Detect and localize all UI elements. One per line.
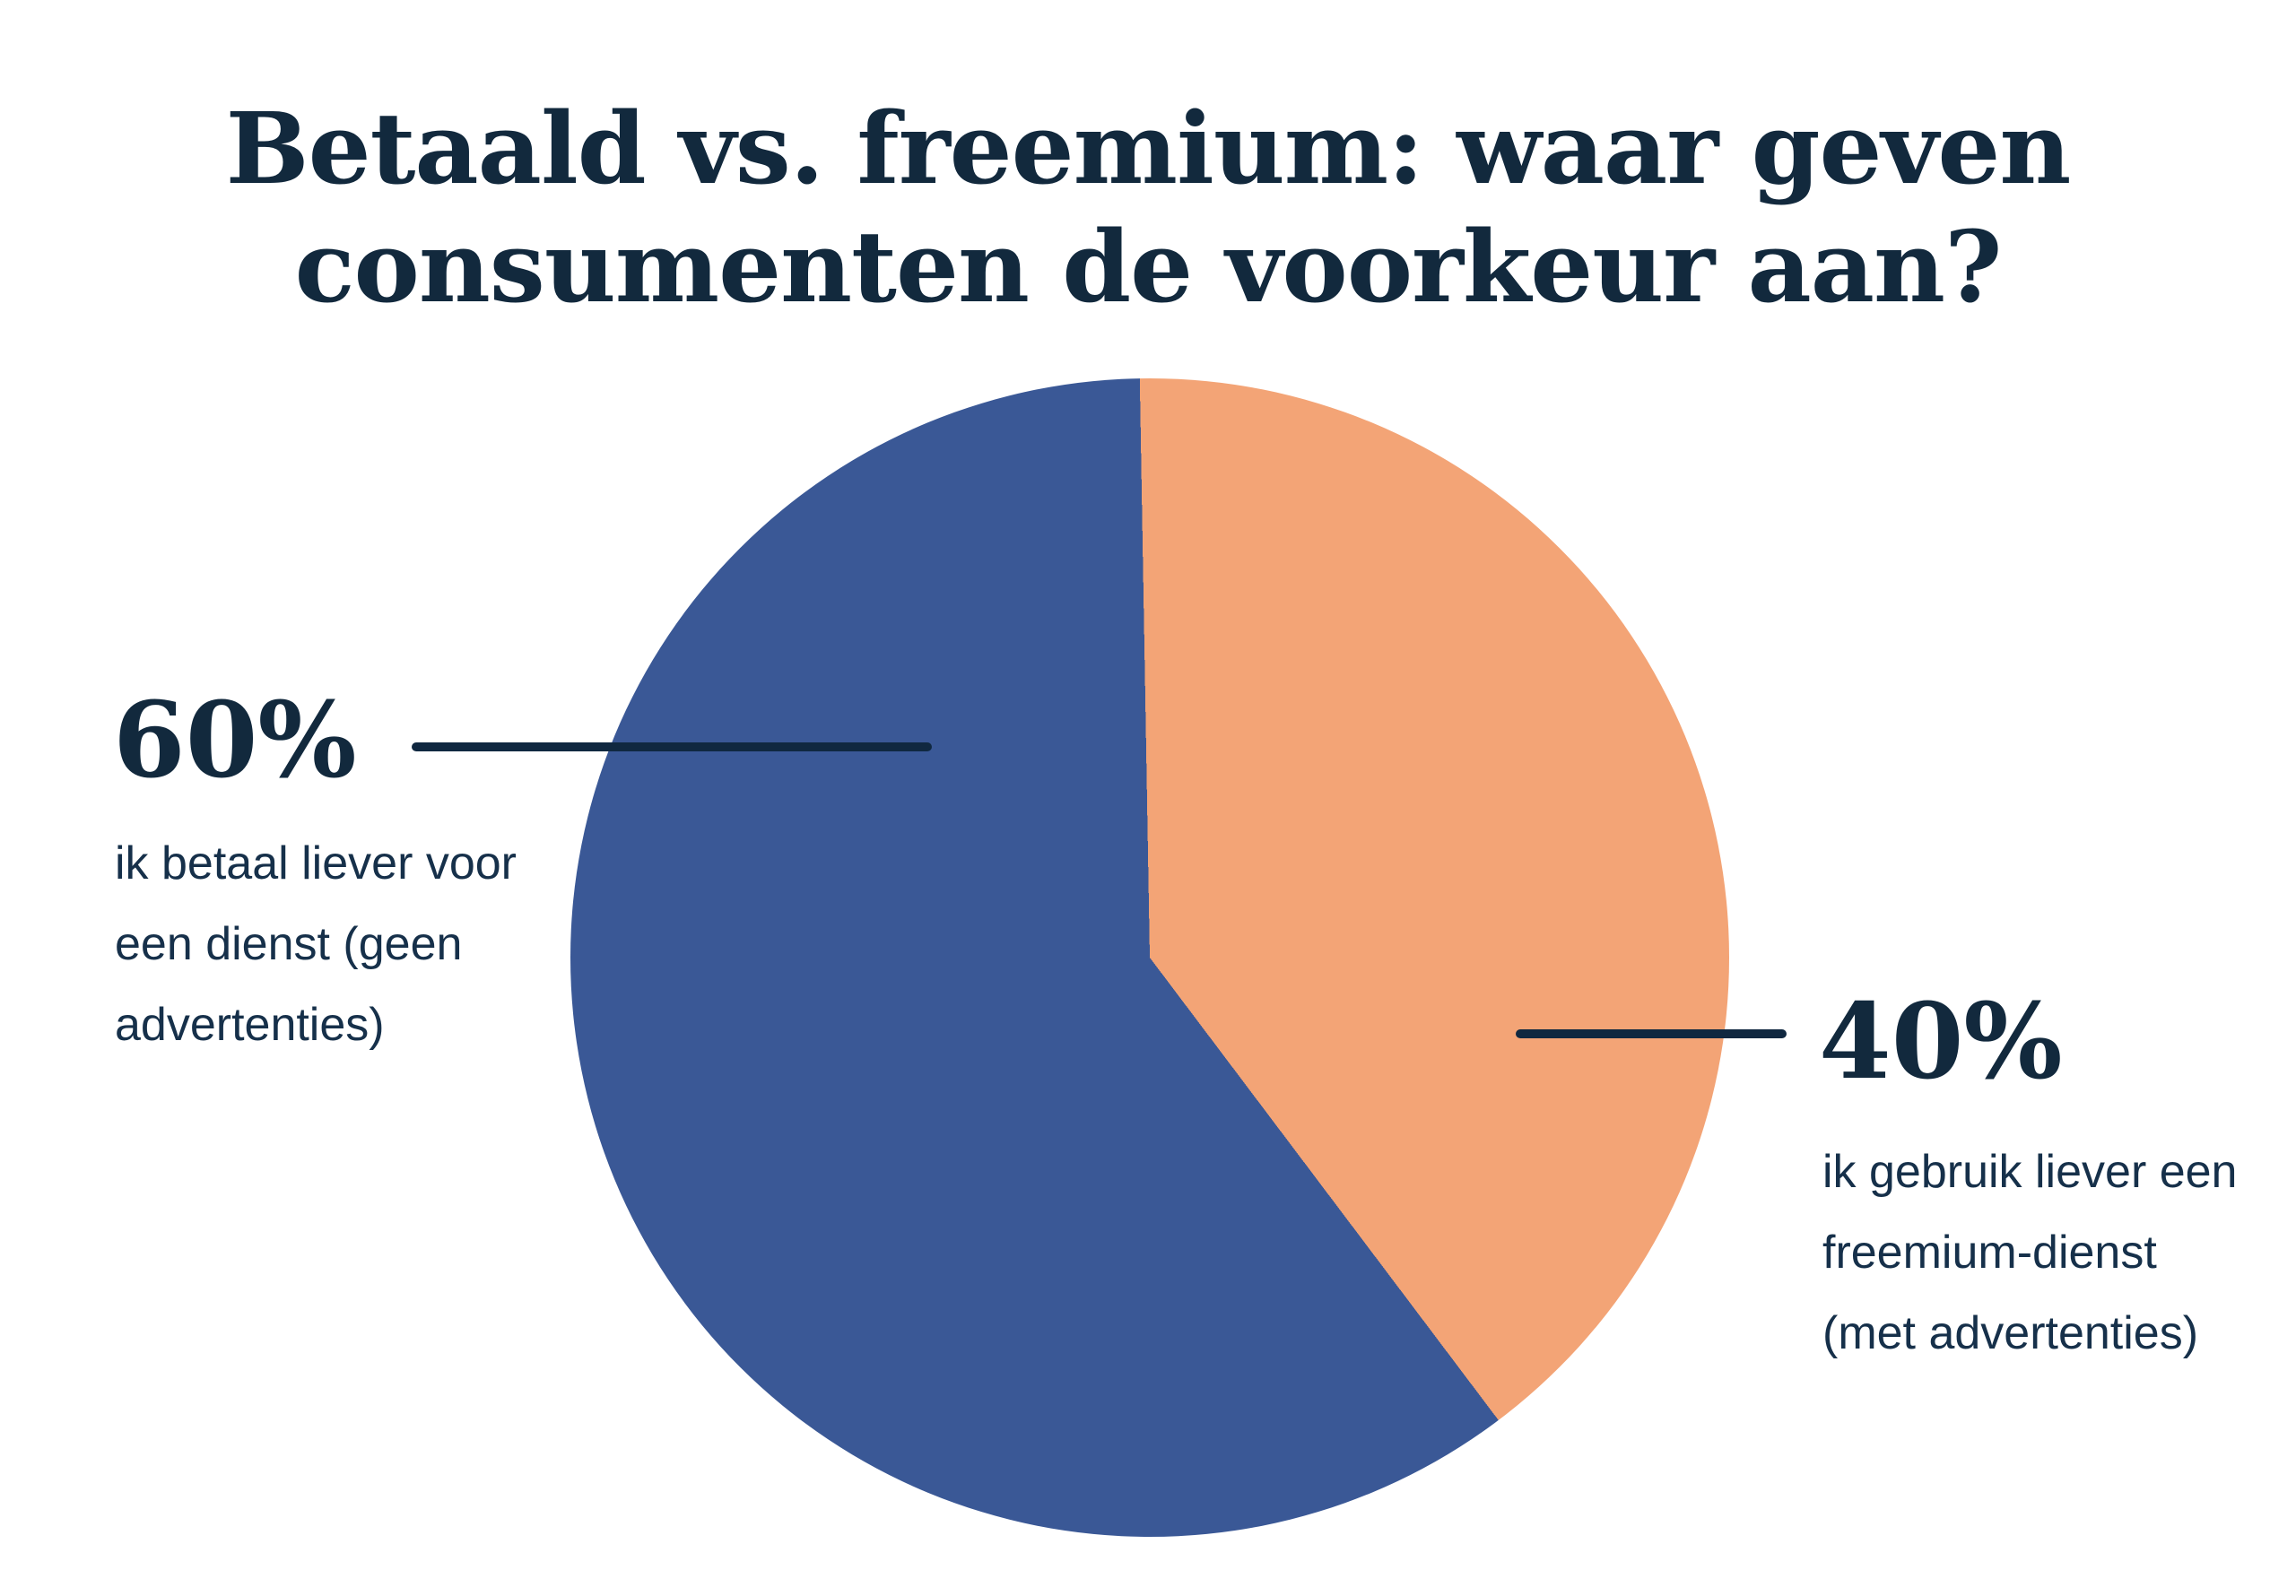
slice-description-freemium: ik gebruik liever een freemium-dienst (met… xyxy=(1822,1146,2238,1359)
pie-chart xyxy=(570,378,1729,1537)
slice-description-paid: ik betaal liever voor een dienst (geen adv… xyxy=(115,837,517,1051)
pct-label-freemium: 40% xyxy=(1819,981,2063,1103)
chart-title: Betaald vs. freemium: waar geven consumen… xyxy=(225,90,2072,325)
pct-label-paid: 60% xyxy=(113,680,357,802)
leader-line-paid xyxy=(412,742,932,751)
leader-line-freemium xyxy=(1516,1029,1787,1038)
